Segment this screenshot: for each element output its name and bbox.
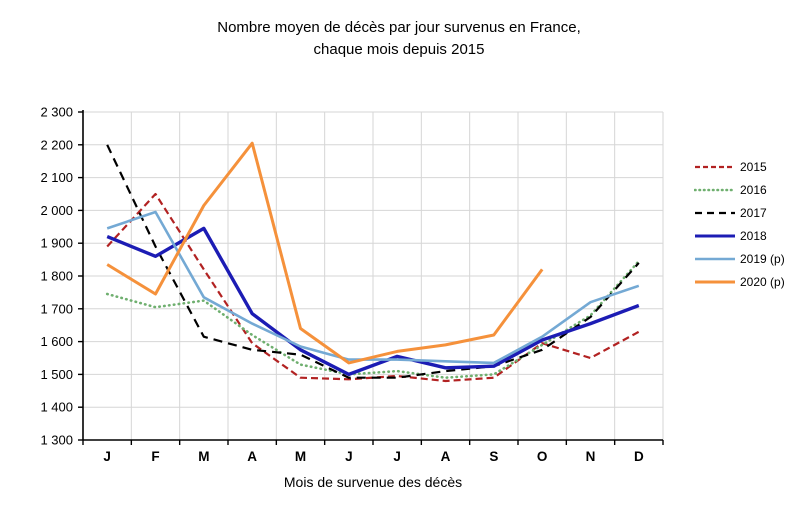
y-tick-label: 2 300 <box>40 105 73 120</box>
legend-item-2015: 2015 <box>694 155 785 178</box>
x-tick-label: N <box>586 449 596 464</box>
legend-item-2020: 2020 (p) <box>694 270 785 293</box>
legend-line-icon <box>695 165 735 168</box>
x-tick-label: S <box>489 449 498 464</box>
legend-item-2017: 2017 <box>694 201 785 224</box>
chart-title-line2: chaque mois depuis 2015 <box>313 41 485 58</box>
x-tick-label: J <box>103 449 111 464</box>
series-line-2019 <box>106 210 640 365</box>
y-tick-label: 1 500 <box>40 367 73 382</box>
x-tick-label: F <box>151 449 159 464</box>
x-tick-label: A <box>247 449 257 464</box>
y-tick-label: 2 000 <box>40 203 73 218</box>
x-axis-title: Mois de survenue des décès <box>283 474 463 490</box>
x-tick-label: M <box>198 449 209 464</box>
x-tick-label: A <box>441 449 451 464</box>
series-line-2020 <box>106 141 544 365</box>
series-line-2015 <box>106 192 640 383</box>
legend-label: 2015 <box>740 159 767 174</box>
y-tick-label: 1 400 <box>40 400 73 415</box>
legend-item-2018: 2018 <box>694 224 785 247</box>
y-tick-label: 1 300 <box>40 433 73 448</box>
chart-title-line1: Nombre moyen de décès par jour survenus … <box>217 19 581 36</box>
x-tick-label: J <box>345 449 353 464</box>
legend-label: 2019 (p) <box>740 251 785 266</box>
legend-line-icon <box>694 188 736 191</box>
y-tick-label: 1 700 <box>40 301 73 316</box>
y-tick-label: 1 600 <box>40 334 73 349</box>
series-line-2016 <box>105 259 641 380</box>
x-tick-label: O <box>537 449 548 464</box>
legend-label: 2020 (p) <box>740 274 785 289</box>
x-tick-label: M <box>295 449 306 464</box>
series-line-2017 <box>106 144 640 379</box>
legend-label: 2018 <box>740 228 767 243</box>
y-tick-label: 1 900 <box>40 236 73 251</box>
legend-item-2019: 2019 (p) <box>694 247 785 270</box>
legend-line-icon <box>695 257 735 260</box>
x-tick-label: D <box>634 449 644 464</box>
chart-legend: 2015 2016 2017 2018 2019 (p) 2020 (p) <box>694 155 785 293</box>
y-tick-label: 2 100 <box>40 170 73 185</box>
legend-line-icon <box>695 280 735 283</box>
legend-line-icon <box>695 211 735 214</box>
legend-line-icon <box>695 234 735 237</box>
legend-label: 2016 <box>740 182 767 197</box>
y-tick-label: 2 200 <box>40 137 73 152</box>
series-line-2018 <box>106 226 640 377</box>
y-tick-label: 1 800 <box>40 269 73 284</box>
x-tick-label: J <box>393 449 401 464</box>
legend-item-2016: 2016 <box>694 178 785 201</box>
chart-title: Nombre moyen de décès par jour survenus … <box>0 17 798 61</box>
legend-label: 2017 <box>740 205 767 220</box>
